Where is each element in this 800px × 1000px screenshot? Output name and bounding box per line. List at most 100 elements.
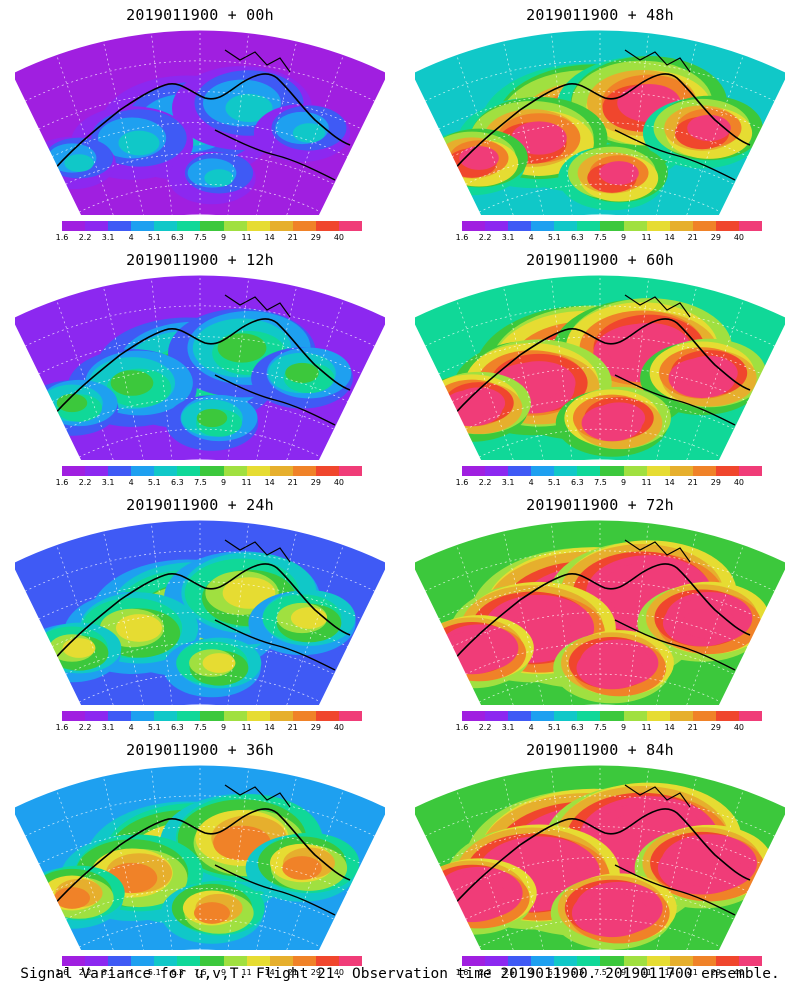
colorbar-segment <box>646 221 670 231</box>
field-contours <box>415 275 785 460</box>
field-contours <box>15 30 385 215</box>
colorbar-segment <box>85 466 109 476</box>
variance-map <box>415 765 785 950</box>
colorbar-segment <box>715 711 739 721</box>
colorbar-tick-label: 1.6 <box>55 723 69 732</box>
colorbar <box>462 221 763 231</box>
colorbar-tick-label: 21 <box>687 968 698 977</box>
field-contours <box>415 30 785 215</box>
colorbar-segment <box>462 956 486 966</box>
colorbar-ticks: 1.6 2.2 3.1 4 5.1 6.3 7.5 9 11 14 21 29 40 <box>452 478 772 488</box>
colorbar-tick-label: 5.1 <box>547 968 561 977</box>
colorbar-tick-label: 6.3 <box>571 968 584 977</box>
colorbar-tick-label: 2.2 <box>478 723 492 732</box>
colorbar-tick-label: 5.1 <box>147 233 161 242</box>
colorbar-ticks: 1.6 2.2 3.1 4 5.1 6.3 7.5 9 11 14 21 29 40 <box>52 723 372 733</box>
colorbar-tick-label: 2.2 <box>478 968 492 977</box>
colorbar-tick-label: 2.2 <box>78 233 92 242</box>
colorbar-segment <box>600 711 624 721</box>
colorbar-segment <box>315 956 339 966</box>
field-contours <box>15 520 385 705</box>
colorbar-segment <box>669 221 693 231</box>
colorbar-tick-label: 6.3 <box>171 968 184 977</box>
colorbar-segment <box>108 221 132 231</box>
colorbar-tick-label: 5.1 <box>147 478 161 487</box>
colorbar-tick-label: 11 <box>241 233 252 242</box>
colorbar-segment <box>246 711 270 721</box>
colorbar-segment <box>62 466 86 476</box>
colorbar-segment <box>623 956 647 966</box>
colorbar-segment <box>669 956 693 966</box>
colorbar-tick-label: 21 <box>687 723 698 732</box>
colorbar-segment <box>692 956 716 966</box>
colorbar-segment <box>577 221 601 231</box>
colorbar-segment <box>462 466 486 476</box>
colorbar-segment <box>269 466 293 476</box>
colorbar-segment <box>485 466 509 476</box>
colorbar-segment <box>669 711 693 721</box>
colorbar-tick-label: 11 <box>641 478 652 487</box>
colorbar <box>62 466 363 476</box>
colorbar-tick-label: 40 <box>333 233 345 242</box>
colorbar-tick-label: 21 <box>687 478 698 487</box>
colorbar-tick-label: 9 <box>620 233 627 242</box>
panel-title: 2019011900 + 12h <box>126 251 274 269</box>
colorbar-tick-label: 4 <box>128 723 134 732</box>
colorbar-segment <box>715 466 739 476</box>
colorbar-segment <box>269 956 293 966</box>
colorbar-tick-label: 5.1 <box>147 968 161 977</box>
colorbar-tick-label: 7.5 <box>194 968 207 977</box>
colorbar-tick-label: 21 <box>287 723 298 732</box>
colorbar-segment <box>462 221 486 231</box>
panel-title: 2019011900 + 24h <box>126 496 274 514</box>
colorbar-segment <box>131 711 155 721</box>
colorbar-segment <box>623 711 647 721</box>
colorbar-tick-label: 40 <box>733 478 745 487</box>
colorbar-tick-label: 11 <box>241 478 252 487</box>
colorbar <box>462 466 763 476</box>
field-contours <box>415 765 785 950</box>
colorbar-tick-label: 29 <box>710 478 721 487</box>
colorbar-segment <box>669 466 693 476</box>
colorbar-tick-label: 2.2 <box>78 968 92 977</box>
colorbar-segment <box>338 466 363 476</box>
colorbar-segment <box>223 711 247 721</box>
colorbar-tick-label: 2.2 <box>478 233 492 242</box>
colorbar-segment <box>600 221 624 231</box>
colorbar-segment <box>246 956 270 966</box>
colorbar-segment <box>485 221 509 231</box>
colorbar-tick-label: 3.1 <box>101 723 115 732</box>
colorbar-tick-label: 40 <box>733 968 745 977</box>
colorbar-segment <box>177 956 201 966</box>
colorbar-tick-label: 40 <box>333 723 345 732</box>
colorbar-tick-label: 14 <box>664 478 675 487</box>
colorbar-tick-label: 7.5 <box>194 233 207 242</box>
colorbar-tick-label: 5.1 <box>547 478 561 487</box>
colorbar-segment <box>600 956 624 966</box>
colorbar-ticks: 1.6 2.2 3.1 4 5.1 6.3 7.5 9 11 14 21 29 40 <box>52 233 372 243</box>
field-contours <box>15 275 385 460</box>
colorbar-segment <box>292 711 316 721</box>
colorbar-tick-label: 11 <box>241 968 252 977</box>
colorbar-segment <box>531 956 555 966</box>
colorbar-tick-label: 9 <box>620 478 627 487</box>
colorbar-tick-label: 21 <box>287 233 298 242</box>
colorbar-tick-label: 3.1 <box>101 968 115 977</box>
colorbar-tick-label: 9 <box>220 723 227 732</box>
colorbar-segment <box>577 956 601 966</box>
colorbar-tick-label: 1.6 <box>455 968 469 977</box>
colorbar-segment <box>131 466 155 476</box>
colorbar-tick-label: 4 <box>128 478 134 487</box>
colorbar <box>462 956 763 966</box>
colorbar-tick-label: 14 <box>664 233 675 242</box>
figure-caption: Signal Variance for u,v,T. Flight 21. Ob… <box>20 966 780 982</box>
colorbar-segment <box>223 956 247 966</box>
colorbar-segment <box>485 956 509 966</box>
colorbar-segment <box>531 466 555 476</box>
colorbar-ticks: 1.6 2.2 3.1 4 5.1 6.3 7.5 9 11 14 21 29 40 <box>452 723 772 733</box>
colorbar-tick-label: 21 <box>287 968 298 977</box>
variance-map <box>415 275 785 460</box>
colorbar-segment <box>462 711 486 721</box>
field-contours <box>415 520 785 705</box>
colorbar-tick-label: 3.1 <box>501 968 515 977</box>
